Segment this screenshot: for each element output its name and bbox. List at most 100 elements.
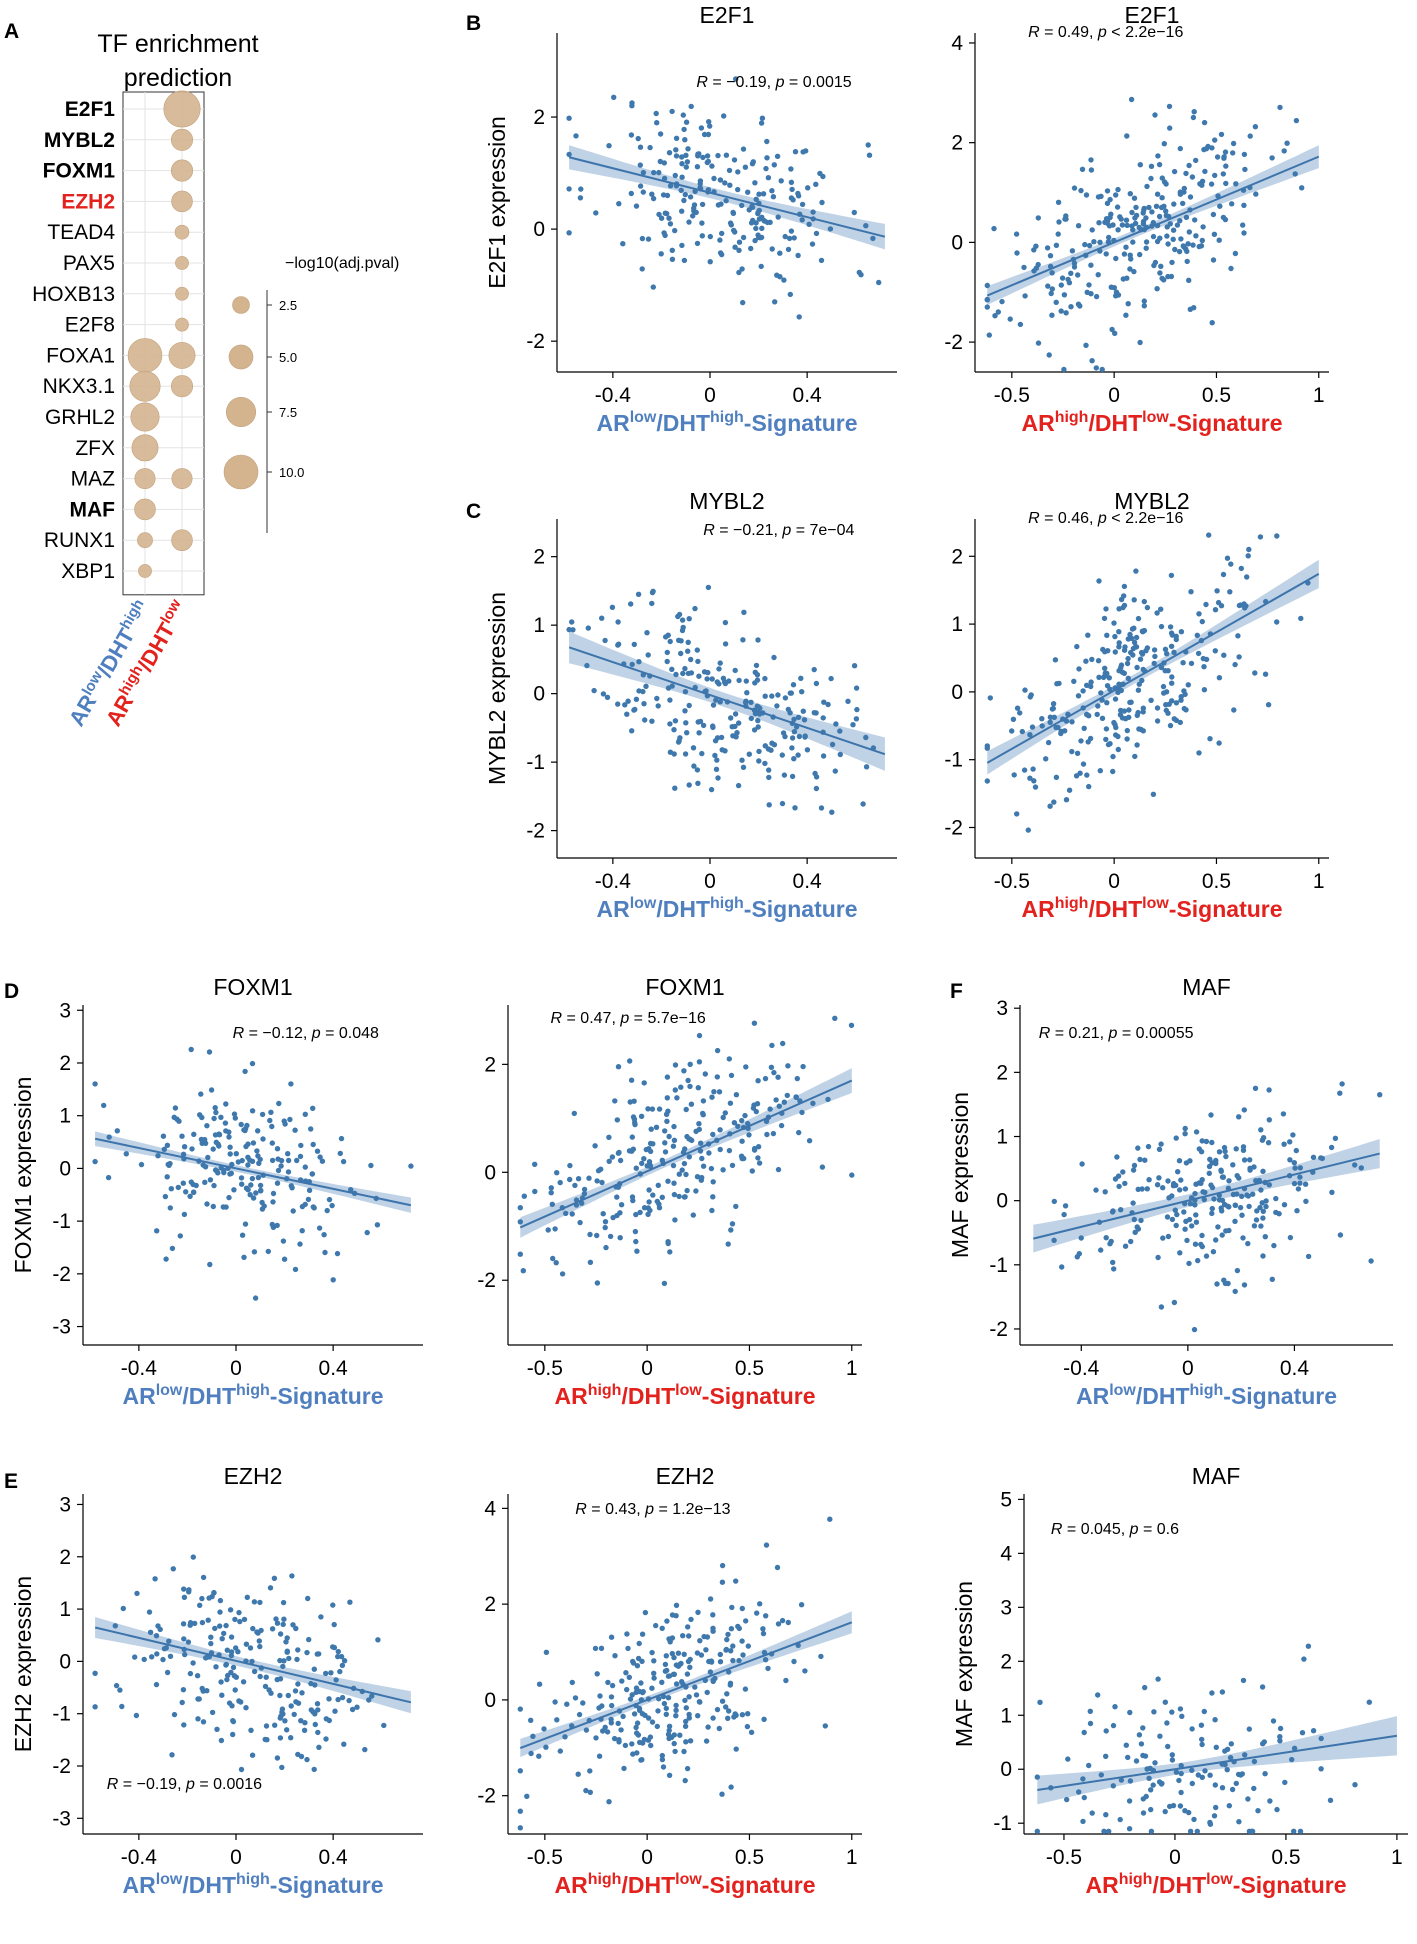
data-point bbox=[633, 1238, 639, 1245]
data-point bbox=[698, 125, 705, 131]
data-point bbox=[175, 1184, 181, 1191]
data-point bbox=[120, 1605, 127, 1612]
data-point bbox=[665, 1108, 671, 1114]
data-point bbox=[1116, 644, 1122, 650]
data-point bbox=[1013, 231, 1020, 237]
data-point bbox=[1110, 753, 1116, 760]
data-point bbox=[92, 1158, 98, 1165]
data-point bbox=[1075, 693, 1082, 699]
data-point bbox=[1148, 1787, 1154, 1793]
data-point bbox=[673, 1707, 679, 1714]
data-point bbox=[799, 1109, 805, 1116]
data-point bbox=[696, 730, 702, 736]
data-point bbox=[649, 600, 655, 607]
data-point bbox=[636, 688, 642, 694]
data-point bbox=[832, 1015, 838, 1021]
data-point bbox=[1126, 707, 1132, 713]
data-point bbox=[635, 1655, 642, 1662]
data-point bbox=[733, 76, 739, 82]
data-point bbox=[753, 225, 759, 232]
data-point bbox=[791, 235, 797, 241]
data-point bbox=[258, 1627, 264, 1634]
data-point bbox=[1098, 690, 1104, 696]
data-point bbox=[212, 1105, 218, 1111]
data-point bbox=[722, 680, 729, 687]
data-point bbox=[788, 179, 795, 185]
data-point bbox=[235, 1649, 241, 1655]
data-point bbox=[716, 681, 722, 687]
data-point bbox=[106, 1134, 112, 1140]
data-point bbox=[669, 247, 675, 253]
data-point bbox=[326, 1196, 333, 1203]
y-tick-label: 2 bbox=[996, 1061, 1008, 1084]
legend-label: 2.5 bbox=[279, 298, 297, 313]
data-point bbox=[314, 1701, 321, 1707]
data-point bbox=[1116, 640, 1122, 646]
data-point bbox=[680, 670, 686, 677]
y-tick-label: 1 bbox=[996, 1126, 1008, 1149]
data-point bbox=[316, 1744, 322, 1751]
data-point bbox=[1124, 727, 1131, 734]
data-point bbox=[317, 1154, 323, 1160]
data-point bbox=[677, 1661, 683, 1668]
data-point bbox=[189, 1146, 195, 1152]
data-point bbox=[764, 219, 771, 226]
data-point bbox=[712, 752, 718, 759]
data-point bbox=[1222, 1280, 1229, 1287]
data-point bbox=[697, 178, 704, 184]
y-tick-label: -2 bbox=[989, 1318, 1008, 1341]
data-point bbox=[1337, 1232, 1344, 1238]
data-point bbox=[653, 1124, 660, 1131]
data-point bbox=[733, 734, 739, 740]
data-point bbox=[566, 151, 572, 158]
data-point bbox=[991, 225, 997, 232]
data-point bbox=[1148, 1806, 1154, 1813]
y-tick-label: -2 bbox=[52, 1755, 71, 1778]
x-axis-label: ARhigh/DHTlow-Signature bbox=[1085, 1871, 1346, 1898]
data-point bbox=[766, 802, 772, 808]
data-point bbox=[236, 1609, 242, 1616]
data-point bbox=[647, 1207, 653, 1214]
data-point bbox=[1128, 1238, 1134, 1245]
data-point bbox=[639, 266, 645, 272]
x-tick-label: 0.4 bbox=[319, 1357, 349, 1380]
data-point bbox=[629, 1134, 635, 1140]
data-point bbox=[623, 1670, 629, 1676]
data-point bbox=[312, 1721, 318, 1728]
data-point bbox=[625, 698, 631, 704]
data-point bbox=[245, 1187, 251, 1193]
data-point bbox=[774, 703, 780, 709]
correlation-annotation: R = 0.47, p = 5.7e−16 bbox=[551, 1010, 706, 1027]
data-point bbox=[693, 1128, 699, 1135]
data-point bbox=[1233, 1780, 1240, 1787]
data-point bbox=[274, 1755, 281, 1761]
data-point bbox=[810, 209, 816, 215]
data-point bbox=[1160, 1235, 1166, 1241]
data-point bbox=[1131, 1216, 1138, 1223]
enrichment-dot bbox=[175, 317, 189, 332]
data-point bbox=[1207, 736, 1213, 742]
data-point bbox=[1071, 678, 1077, 684]
data-point bbox=[240, 1679, 247, 1685]
data-point bbox=[789, 186, 795, 193]
data-point bbox=[282, 1718, 288, 1724]
data-point bbox=[795, 193, 802, 199]
data-point bbox=[1150, 1782, 1156, 1788]
data-point bbox=[569, 619, 575, 625]
data-point bbox=[640, 169, 647, 176]
data-point bbox=[1173, 1222, 1179, 1229]
data-point bbox=[681, 257, 688, 264]
data-point bbox=[199, 1619, 206, 1626]
data-point bbox=[707, 233, 713, 240]
data-point bbox=[168, 1186, 174, 1192]
x-axis-label: ARhigh/DHTlow-Signature bbox=[1021, 895, 1282, 922]
data-point bbox=[682, 1697, 688, 1704]
y-tick-label: 2 bbox=[951, 545, 963, 568]
data-point bbox=[755, 717, 761, 724]
data-point bbox=[1183, 1218, 1189, 1225]
data-point bbox=[1112, 1704, 1118, 1710]
enrichment-dot bbox=[171, 529, 193, 551]
data-point bbox=[1200, 655, 1207, 662]
